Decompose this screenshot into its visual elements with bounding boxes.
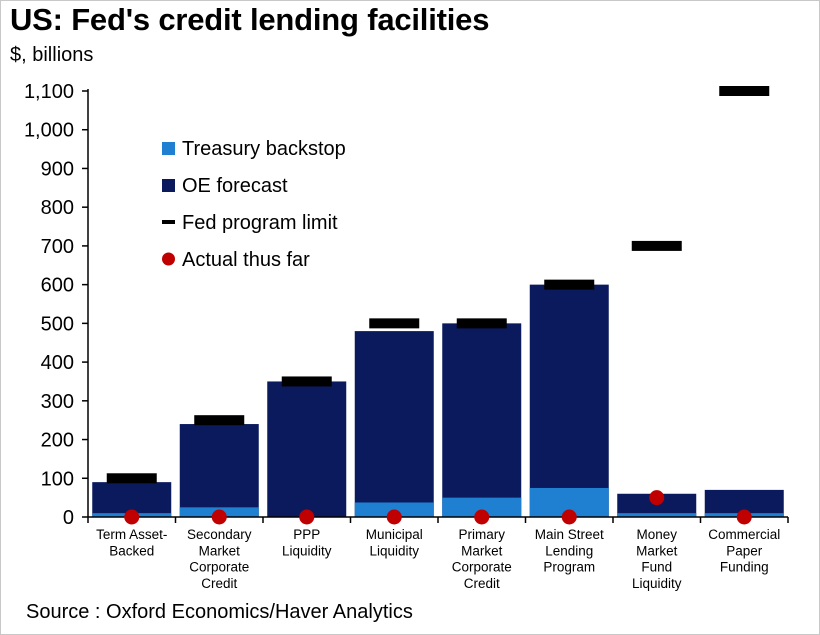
- category-label: Corporate: [189, 560, 249, 575]
- oe-forecast-bar: [529, 284, 609, 517]
- oe-forecast-bar: [354, 331, 434, 517]
- legend-swatch: [162, 142, 175, 155]
- legend-label: Treasury backstop: [182, 138, 346, 160]
- oe-forecast-bar: [442, 323, 522, 517]
- category-label: Primary: [459, 527, 506, 542]
- category-label: Commercial: [708, 527, 780, 542]
- category-label: Market: [199, 543, 241, 558]
- category-label: Money: [636, 527, 677, 542]
- legend-label: Fed program limit: [182, 212, 338, 234]
- category-label: Market: [461, 543, 503, 558]
- legend-swatch: [162, 220, 175, 224]
- chart-units: $, billions: [10, 44, 94, 66]
- category-label: Backed: [109, 543, 154, 558]
- actual-thus-far-marker: [561, 509, 577, 525]
- category-label: PPP: [293, 527, 320, 542]
- category-label: Liquidity: [632, 576, 682, 591]
- fed-program-limit-marker: [106, 473, 157, 484]
- y-tick-label: 400: [41, 352, 74, 374]
- y-tick-label: 900: [41, 158, 74, 180]
- y-tick-label: 200: [41, 430, 74, 452]
- oe-forecast-bar: [617, 493, 697, 517]
- oe-forecast-bar: [267, 381, 347, 517]
- y-tick-label: 300: [41, 391, 74, 413]
- category-label: Secondary: [187, 527, 252, 542]
- actual-thus-far-marker: [124, 509, 140, 525]
- fed-program-limit-marker: [631, 240, 682, 251]
- category-label: Program: [543, 560, 595, 575]
- actual-thus-far-marker: [299, 509, 315, 525]
- chart-canvas: 0 100 200 300 400 500 600 700 800 900 1,000 1,100 Te…: [24, 81, 789, 591]
- legend-swatch: [162, 179, 175, 192]
- actual-thus-far-marker: [474, 509, 490, 525]
- category-label: Market: [636, 543, 678, 558]
- fed-program-limit-marker: [719, 86, 770, 96]
- category-label: Liquidity: [282, 543, 332, 558]
- fed-program-limit-marker: [456, 318, 507, 329]
- y-tick-label: 700: [41, 236, 74, 258]
- actual-thus-far-marker: [211, 509, 227, 525]
- y-tick-label: 500: [41, 313, 74, 335]
- chart-source: Source : Oxford Economics/Haver Analytic…: [26, 601, 413, 623]
- fed-program-limit-marker: [281, 376, 332, 387]
- chart-title: US: Fed's credit lending facilities: [10, 2, 490, 37]
- oe-forecast-bar: [179, 424, 259, 517]
- treasury-backstop-bar: [442, 497, 522, 517]
- fed-program-limit-marker: [544, 279, 595, 290]
- actual-thus-far-marker: [736, 509, 752, 525]
- y-tick-label: 0: [63, 507, 74, 529]
- legend-swatch: [162, 252, 175, 266]
- fed-program-limit-marker: [369, 318, 420, 329]
- actual-thus-far-marker: [649, 490, 665, 506]
- category-label: Term Asset-: [96, 527, 167, 542]
- category-label: Paper: [726, 543, 763, 558]
- treasury-backstop-bar: [617, 513, 697, 517]
- actual-thus-far-marker: [386, 509, 402, 525]
- category-label: Liquidity: [369, 543, 419, 558]
- fed-program-limit-marker: [194, 415, 245, 426]
- category-label: Fund: [641, 560, 672, 575]
- category-label: Funding: [720, 560, 769, 575]
- y-tick-label: 100: [41, 468, 74, 490]
- y-tick-label: 600: [41, 275, 74, 297]
- category-label: Lending: [545, 543, 593, 558]
- category-label: Main Street: [535, 527, 604, 542]
- category-label: Corporate: [452, 560, 512, 575]
- y-tick-label: 1,000: [24, 120, 74, 142]
- category-label: Credit: [464, 576, 500, 591]
- y-tick-label: 800: [41, 197, 74, 219]
- legend-label: Actual thus far: [182, 249, 310, 271]
- legend-label: OE forecast: [182, 175, 288, 197]
- category-label: Credit: [201, 576, 237, 591]
- category-label: Municipal: [366, 527, 423, 542]
- y-tick-label: 1,100: [24, 81, 74, 103]
